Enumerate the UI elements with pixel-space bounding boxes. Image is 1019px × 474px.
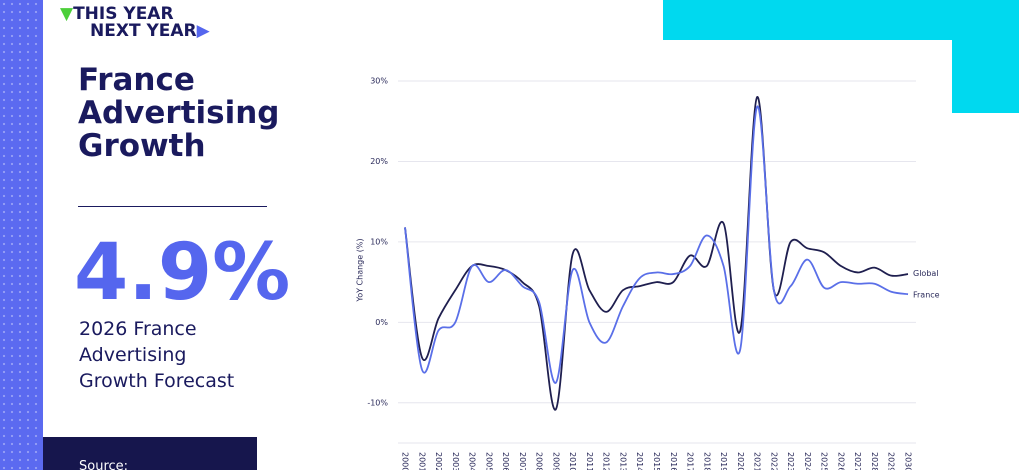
series-label: Global xyxy=(913,269,939,278)
x-tick-label: 2005 xyxy=(484,452,493,470)
source: Source: xyxy=(43,437,257,474)
x-tick-label: 2007 xyxy=(518,452,527,470)
x-tick-label: 2004 xyxy=(468,452,477,470)
x-tick-label: 2008 xyxy=(535,452,544,470)
x-tick-label: 2023 xyxy=(786,452,795,470)
y-tick-label: 0% xyxy=(375,318,388,327)
y-tick-label: 30% xyxy=(370,77,388,86)
decor-block xyxy=(663,0,1019,40)
x-tick-label: 2003 xyxy=(451,452,460,470)
x-tick-label: 2002 xyxy=(434,452,443,470)
x-tick-label: 2013 xyxy=(618,452,627,470)
logo-line: ▼THIS YEAR xyxy=(60,4,174,24)
title: France Advertising Growth xyxy=(78,62,280,164)
x-tick-label: 2006 xyxy=(501,452,510,470)
x-tick-label: 2019 xyxy=(719,452,728,470)
x-tick-label: 2000 xyxy=(401,452,410,470)
decor-block xyxy=(952,40,1019,113)
side-strip xyxy=(0,0,43,470)
x-tick-label: 2025E xyxy=(820,452,829,470)
x-tick-label: 2029E xyxy=(887,452,896,470)
x-tick-label: 2026E xyxy=(836,452,845,470)
x-tick-label: 2022 xyxy=(769,452,778,470)
x-tick-label: 2021 xyxy=(753,452,762,470)
x-tick-label: 2017 xyxy=(686,452,695,470)
y-axis-title: YoY Change (%) xyxy=(356,238,365,302)
x-tick-label: 2020 xyxy=(736,452,745,470)
x-tick-label: 2030E xyxy=(904,452,913,470)
x-tick-label: 2011 xyxy=(585,452,594,470)
line-series xyxy=(404,105,909,384)
series-label: France xyxy=(913,291,940,300)
x-tick-label: 2012 xyxy=(602,452,611,470)
line-series xyxy=(404,96,909,411)
x-tick-label: 2010 xyxy=(568,452,577,470)
x-tick-label: 2018 xyxy=(702,452,711,470)
x-tick-label: 2027E xyxy=(853,452,862,470)
y-tick-label: 10% xyxy=(370,237,388,246)
y-tick-label: 20% xyxy=(370,157,388,166)
x-tick-label: 2009 xyxy=(551,452,560,470)
y-tick-label: -10% xyxy=(367,398,388,407)
x-tick-label: 2015 xyxy=(652,452,661,470)
logo-text: THIS YEAR xyxy=(73,4,174,24)
logo-line: NEXT YEAR▶ xyxy=(90,21,210,41)
x-tick-label: 2024 xyxy=(803,452,812,470)
x-tick-label: 2001 xyxy=(417,452,426,470)
x-tick-label: 2016 xyxy=(669,452,678,470)
logo: ▼THIS YEAR NEXT YEAR▶ xyxy=(60,6,210,40)
stat-value: 4.9% xyxy=(74,228,291,318)
divider xyxy=(78,206,267,207)
x-tick-label: 2028E xyxy=(870,452,879,470)
x-tick-label: 2014 xyxy=(635,452,644,470)
logo-text: NEXT YEAR xyxy=(90,21,197,41)
stat-caption: 2026 France Advertising Growth Forecast xyxy=(79,318,235,392)
